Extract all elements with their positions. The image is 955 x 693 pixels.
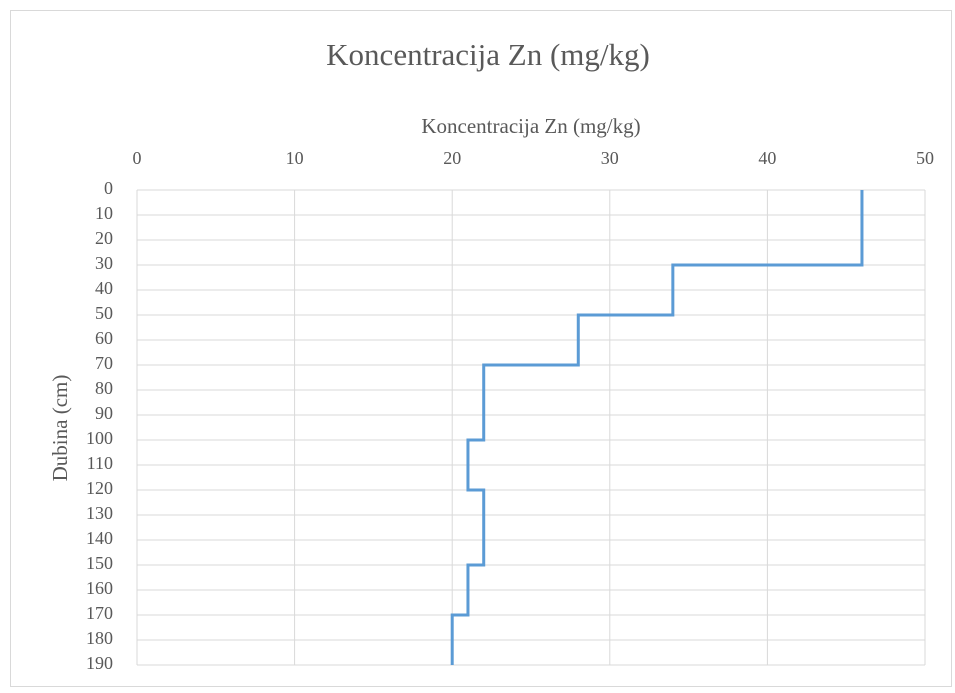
y-tick-label: 120 xyxy=(86,478,113,498)
y-tick-label: 50 xyxy=(95,303,113,323)
y-tick-label: 190 xyxy=(86,653,113,673)
y-tick-label: 140 xyxy=(86,528,113,548)
y-tick-label: 170 xyxy=(86,603,113,623)
chart-border xyxy=(10,10,952,687)
y-tick-label: 40 xyxy=(95,278,113,298)
y-tick-label: 150 xyxy=(86,553,113,573)
y-tick-label: 30 xyxy=(95,253,113,273)
x-tick-label: 0 xyxy=(133,148,142,168)
y-axis-label: Dubina (cm) xyxy=(48,375,72,482)
y-tick-label: 110 xyxy=(87,453,113,473)
x-tick-label: 30 xyxy=(601,148,619,168)
data-line xyxy=(450,190,864,665)
x-tick-label: 10 xyxy=(286,148,304,168)
x-axis-label: Koncentracija Zn (mg/kg) xyxy=(421,114,640,138)
y-tick-label: 90 xyxy=(95,403,113,423)
y-tick-label: 20 xyxy=(95,228,113,248)
y-tick-label: 60 xyxy=(95,328,113,348)
y-tick-label: 0 xyxy=(104,178,113,198)
y-tick-label: 100 xyxy=(86,428,113,448)
x-tick-label: 20 xyxy=(443,148,461,168)
y-tick-label: 80 xyxy=(95,378,113,398)
y-tick-label: 130 xyxy=(86,503,113,523)
x-tick-label: 40 xyxy=(758,148,776,168)
chart-title: Koncentracija Zn (mg/kg) xyxy=(326,37,650,72)
y-tick-label: 180 xyxy=(86,628,113,648)
y-tick-label: 70 xyxy=(95,353,113,373)
y-tick-label: 160 xyxy=(86,578,113,598)
x-tick-label: 50 xyxy=(916,148,934,168)
y-tick-label: 10 xyxy=(95,203,113,223)
